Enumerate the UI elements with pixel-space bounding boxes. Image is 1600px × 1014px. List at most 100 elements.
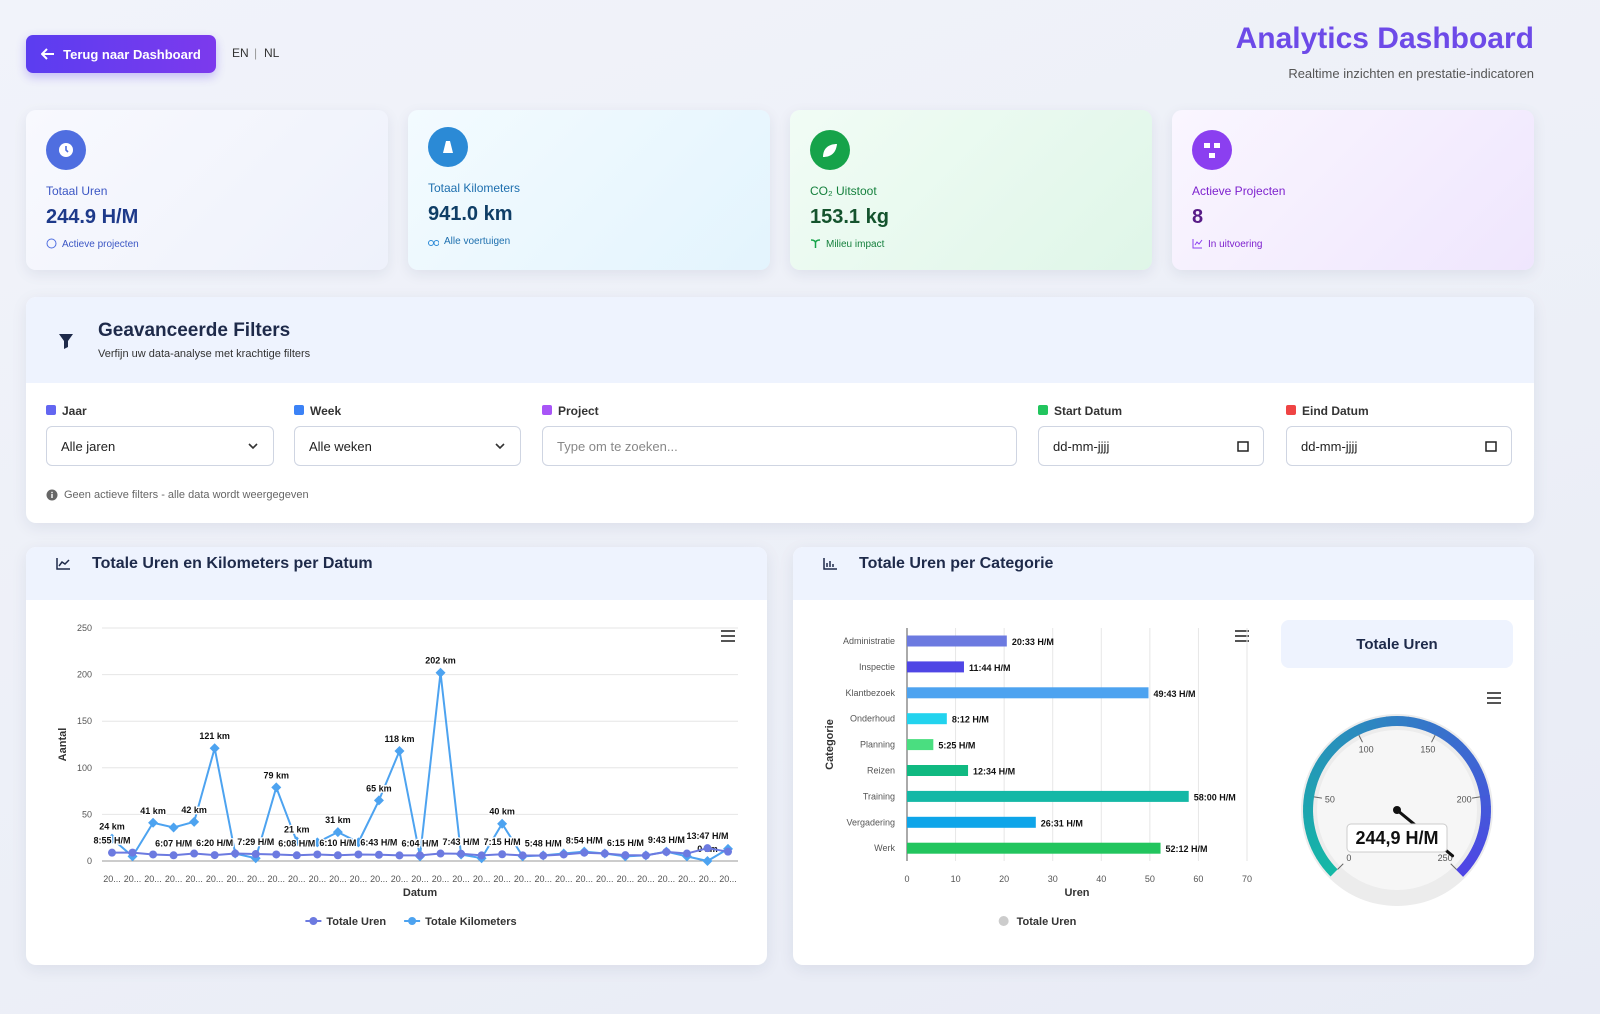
back-button[interactable]: Terug naar Dashboard bbox=[26, 35, 216, 73]
x-tick-label: 20... bbox=[617, 874, 635, 884]
gauge-band bbox=[1306, 773, 1320, 788]
input[interactable]: Type om te zoeken... bbox=[542, 426, 1017, 466]
gauge-band bbox=[1451, 738, 1467, 754]
gauge-tick bbox=[1450, 863, 1457, 870]
y-tick-label: Inspectie bbox=[859, 662, 895, 672]
data-label: 41 km bbox=[140, 806, 166, 816]
marker bbox=[250, 853, 261, 864]
page-title: Analytics Dashboard bbox=[1235, 22, 1534, 55]
y-tick-label: 50 bbox=[82, 809, 92, 819]
panel-header: Totale Uren en Kilometers per Datum bbox=[26, 547, 767, 600]
x-tick-label: 50 bbox=[1145, 874, 1155, 884]
select[interactable]: Alle jaren bbox=[46, 426, 274, 466]
gauge-band bbox=[1385, 716, 1398, 727]
input[interactable]: dd-mm-jjjj bbox=[1038, 426, 1264, 466]
data-label: 118 km bbox=[384, 734, 414, 744]
legend-label: Totale Uren bbox=[1017, 916, 1077, 928]
gauge-tick bbox=[1431, 734, 1436, 743]
data-label: 7:15 H/M bbox=[484, 837, 521, 847]
field-placeholder: dd-mm-jjjj bbox=[1301, 438, 1358, 454]
gauge-tick-label: 0 bbox=[1346, 853, 1351, 863]
marker bbox=[272, 850, 281, 859]
field-placeholder: Alle weken bbox=[309, 438, 372, 454]
y-tick-label: Planning bbox=[860, 740, 895, 750]
x-tick-label: 20... bbox=[534, 874, 552, 884]
x-tick-label: 20... bbox=[309, 874, 327, 884]
gauge-band bbox=[1476, 826, 1490, 840]
data-label: 5:25 H/M bbox=[938, 741, 975, 751]
data-label: 6:43 H/M bbox=[360, 838, 397, 848]
stat-note: In uitvoering bbox=[1208, 239, 1263, 250]
legend-item: Totale Uren bbox=[998, 916, 1077, 928]
marker bbox=[518, 851, 527, 860]
gauge-value-box bbox=[1346, 823, 1448, 853]
lang-en[interactable]: EN bbox=[232, 46, 249, 60]
x-tick-label: 20... bbox=[391, 874, 409, 884]
data-label: 6:04 H/M bbox=[401, 838, 438, 848]
marker bbox=[703, 844, 712, 853]
x-tick-label: 20 bbox=[999, 874, 1009, 884]
y-tick-label: 0 bbox=[87, 856, 92, 866]
gauge-band bbox=[1304, 825, 1318, 840]
chevron-path bbox=[248, 443, 258, 450]
x-tick-label: 20... bbox=[226, 874, 244, 884]
series-line bbox=[111, 672, 729, 863]
y-tick-label: Administratie bbox=[843, 636, 895, 646]
x-tick-label: 20... bbox=[103, 874, 121, 884]
data-label: 58:00 H/M bbox=[1194, 792, 1236, 802]
menu-icon[interactable] bbox=[1487, 692, 1501, 704]
data-label: 6:08 H/M bbox=[278, 838, 315, 848]
gauge-band bbox=[1468, 845, 1483, 860]
gauge-band bbox=[1354, 721, 1369, 736]
marker bbox=[210, 851, 219, 860]
marker bbox=[354, 850, 363, 859]
chart-icon bbox=[823, 558, 837, 570]
leaf-icon bbox=[810, 130, 850, 170]
stat-label: Actieve Projecten bbox=[1192, 184, 1286, 198]
marker bbox=[416, 851, 424, 860]
gauge-pivot bbox=[1393, 806, 1401, 814]
lang-nl[interactable]: NL bbox=[264, 46, 280, 60]
stat-card: Actieve Projecten 8 In uitvoering bbox=[1172, 110, 1534, 270]
data-label: 24 km bbox=[99, 822, 125, 832]
calendar-rect bbox=[1485, 441, 1497, 452]
x-tick-label: 20... bbox=[576, 874, 594, 884]
stat-card: Totaal Uren 244.9 H/M Actieve projecten bbox=[26, 110, 388, 270]
gauge-band bbox=[1473, 835, 1487, 850]
gauge-band bbox=[1344, 725, 1360, 741]
x-axis-label: Datum bbox=[403, 887, 437, 899]
x-axis-label: Uren bbox=[1064, 887, 1089, 899]
filter-status: Geen actieve filters - alle data wordt w… bbox=[64, 489, 309, 501]
gauge-band bbox=[1335, 731, 1351, 747]
select[interactable]: Alle weken bbox=[294, 426, 521, 466]
legend-marker bbox=[309, 917, 318, 925]
data-label: 202 km bbox=[425, 656, 456, 666]
x-tick-label: 20... bbox=[678, 874, 696, 884]
gauge-tick-label: 200 bbox=[1457, 794, 1472, 804]
menu-icon[interactable] bbox=[721, 630, 735, 642]
input[interactable]: dd-mm-jjjj bbox=[1286, 426, 1512, 466]
marker bbox=[662, 847, 671, 856]
stat-label: CO₂ Uitstoot bbox=[810, 184, 877, 198]
data-label: 79 km bbox=[264, 770, 290, 780]
note-icon bbox=[810, 239, 821, 248]
marker bbox=[149, 850, 158, 859]
legend-marker bbox=[408, 917, 417, 925]
field-placeholder: dd-mm-jjjj bbox=[1053, 438, 1110, 454]
data-label: 8:12 H/M bbox=[952, 715, 989, 725]
gauge-band bbox=[1416, 718, 1431, 732]
marker bbox=[291, 836, 302, 847]
marker bbox=[190, 849, 199, 858]
gauge-band bbox=[1316, 853, 1332, 869]
marker bbox=[395, 851, 404, 860]
x-tick-label: 20... bbox=[596, 874, 614, 884]
marker bbox=[332, 827, 343, 838]
x-tick-label: 20... bbox=[144, 874, 162, 884]
field-label: Eind Datum bbox=[1302, 404, 1369, 418]
marker bbox=[373, 795, 384, 806]
data-label: 26:31 H/M bbox=[1041, 818, 1083, 828]
data-label: 20:33 H/M bbox=[1012, 637, 1054, 647]
filter-title: Geavanceerde Filters bbox=[98, 320, 291, 341]
x-tick-label: 20... bbox=[165, 874, 183, 884]
bar bbox=[907, 816, 1036, 828]
